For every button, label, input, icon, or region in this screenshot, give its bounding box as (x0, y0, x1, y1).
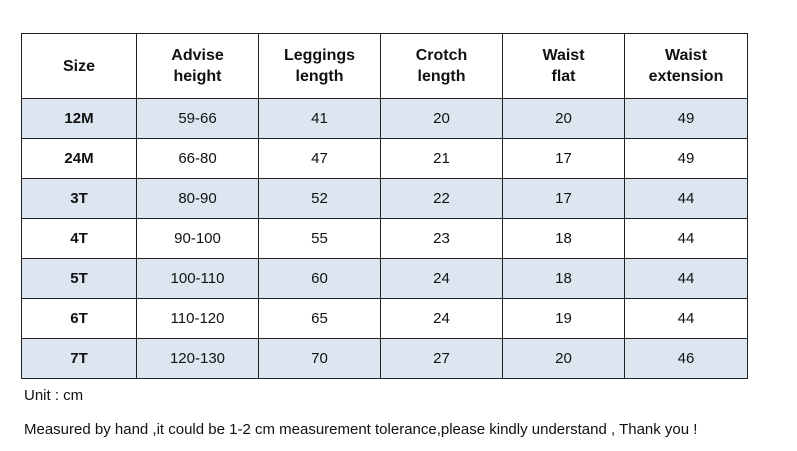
leggings-length-cell: 47 (258, 138, 381, 179)
header-crotch-length-line-2: length (417, 68, 466, 85)
table-row: 6T 110-120 65 24 19 44 (21, 298, 748, 339)
advise-height-cell: 80-90 (136, 178, 259, 219)
table-row: 24M 66-80 47 21 17 49 (21, 138, 748, 179)
header-waist-flat-line-2: flat (551, 68, 576, 85)
header-waist-extension-line-1: Waist (664, 47, 708, 64)
size-cell: 24M (21, 138, 137, 179)
waist-extension-cell: 49 (624, 98, 748, 139)
waist-extension-cell: 44 (624, 178, 748, 219)
advise-height-cell: 66-80 (136, 138, 259, 179)
leggings-length-cell: 52 (258, 178, 381, 219)
leggings-length-cell: 70 (258, 338, 381, 379)
waist-flat-cell: 20 (502, 338, 625, 379)
table-row: 4T 90-100 55 23 18 44 (21, 218, 748, 259)
header-size-line-1: Size (62, 57, 95, 75)
waist-extension-cell: 44 (624, 258, 748, 299)
waist-flat-cell: 17 (502, 138, 625, 179)
header-waist-extension: Waist extension (624, 33, 748, 99)
header-advise-height-line-1: Advise (171, 47, 224, 64)
waist-flat-cell: 18 (502, 218, 625, 259)
size-cell: 4T (21, 218, 137, 259)
size-cell: 6T (21, 298, 137, 339)
leggings-length-cell: 65 (258, 298, 381, 339)
waist-flat-cell: 18 (502, 258, 625, 299)
table-row: 3T 80-90 52 22 17 44 (21, 178, 748, 219)
table-row: 7T 120-130 70 27 20 46 (21, 338, 748, 379)
advise-height-cell: 59-66 (136, 98, 259, 139)
header-size: Size (21, 33, 137, 99)
advise-height-cell: 90-100 (136, 218, 259, 259)
advise-height-cell: 100-110 (136, 258, 259, 299)
size-cell: 5T (21, 258, 137, 299)
waist-flat-cell: 20 (502, 98, 625, 139)
table-row: 5T 100-110 60 24 18 44 (21, 258, 748, 299)
header-leggings-length-line-1: Leggings (283, 47, 356, 64)
waist-extension-cell: 44 (624, 298, 748, 339)
waist-extension-cell: 49 (624, 138, 748, 179)
waist-extension-cell: 44 (624, 218, 748, 259)
header-advise-height: Advise height (136, 33, 259, 99)
header-leggings-length-line-2: length (295, 68, 344, 85)
waist-extension-cell: 46 (624, 338, 748, 379)
unit-note: Unit : cm (24, 387, 84, 404)
crotch-length-cell: 24 (380, 258, 503, 299)
waist-flat-cell: 19 (502, 298, 625, 339)
header-crotch-length: Crotch length (380, 33, 503, 99)
header-waist-flat: Waist flat (502, 33, 625, 99)
size-cell: 12M (21, 98, 137, 139)
table-row: 12M 59-66 41 20 20 49 (21, 98, 748, 139)
crotch-length-cell: 21 (380, 138, 503, 179)
leggings-length-cell: 55 (258, 218, 381, 259)
crotch-length-cell: 23 (380, 218, 503, 259)
header-advise-height-line-2: height (173, 68, 222, 85)
crotch-length-cell: 22 (380, 178, 503, 219)
crotch-length-cell: 24 (380, 298, 503, 339)
header-crotch-length-line-1: Crotch (415, 47, 468, 64)
size-cell: 7T (21, 338, 137, 379)
waist-flat-cell: 17 (502, 178, 625, 219)
crotch-length-cell: 20 (380, 98, 503, 139)
leggings-length-cell: 41 (258, 98, 381, 139)
table-header-row: Size Advise height Leggings length Crotc… (21, 33, 748, 99)
header-waist-flat-line-1: Waist (542, 47, 585, 64)
leggings-length-cell: 60 (258, 258, 381, 299)
size-chart-table: Size Advise height Leggings length Crotc… (21, 33, 748, 379)
crotch-length-cell: 27 (380, 338, 503, 379)
advise-height-cell: 110-120 (136, 298, 259, 339)
measurement-note: Measured by hand ,it could be 1-2 cm mea… (24, 421, 698, 438)
advise-height-cell: 120-130 (136, 338, 259, 379)
header-leggings-length: Leggings length (258, 33, 381, 99)
header-waist-extension-line-2: extension (648, 68, 724, 85)
size-cell: 3T (21, 178, 137, 219)
